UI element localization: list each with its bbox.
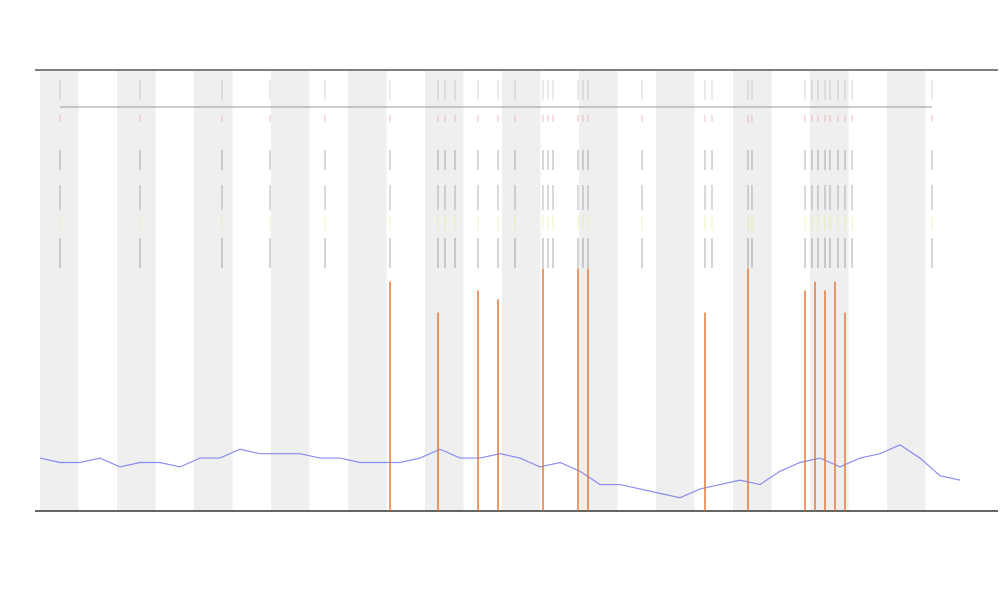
spike [747,268,749,511]
spike [577,268,579,511]
spike [834,281,836,511]
shade-band [810,71,849,511]
shade-band [348,71,387,511]
shade-band [425,71,464,511]
plot-area [39,268,961,511]
spike [824,290,826,511]
spike [844,312,846,511]
background-bands [40,71,933,511]
spike [389,281,391,511]
spike [814,281,816,511]
spike [804,290,806,511]
shade-band [656,71,695,511]
shade-band [887,71,926,511]
spike [497,299,499,511]
shade-band [579,71,618,511]
shade-band [733,71,772,511]
spike [437,312,439,511]
shade-band [40,71,79,511]
shade-band [117,71,156,511]
spike [477,290,479,511]
series-line [39,444,961,499]
spike [587,268,589,511]
shade-band [271,71,310,511]
shade-band [194,71,233,511]
shade-band [502,71,541,511]
spike [704,312,706,511]
spike [542,268,544,511]
